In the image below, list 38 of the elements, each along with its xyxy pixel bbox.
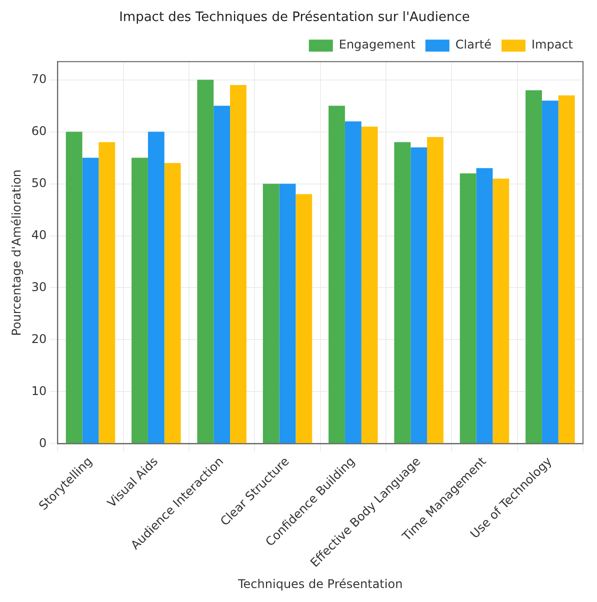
bar — [558, 95, 575, 444]
y-tick-label: 60 — [31, 124, 47, 138]
legend-label: Clarté — [455, 38, 492, 52]
bar — [410, 147, 428, 444]
y-tick-label: 50 — [31, 176, 47, 190]
y-tick-label: 10 — [31, 384, 47, 398]
bar — [132, 158, 148, 444]
bar — [279, 184, 296, 444]
x-axis-title: Techniques de Présentation — [237, 576, 403, 591]
y-axis-title: Pourcentage d'Amélioration — [9, 169, 24, 336]
bar — [344, 121, 362, 444]
bar — [82, 158, 99, 444]
bar — [460, 173, 476, 444]
bar — [98, 142, 116, 444]
legend-label: Impact — [532, 38, 574, 52]
bar — [394, 142, 411, 444]
y-tick-label: 40 — [31, 228, 47, 242]
bar — [164, 162, 181, 444]
bar — [148, 132, 164, 444]
bar — [230, 84, 246, 444]
bar — [427, 136, 444, 444]
legend-label: Engagement — [338, 38, 416, 52]
bar — [492, 178, 510, 444]
bar — [526, 90, 542, 444]
bar — [66, 132, 82, 444]
bar — [296, 194, 312, 444]
y-tick-label: 20 — [31, 332, 47, 346]
bar — [328, 106, 345, 444]
y-tick-label: 30 — [31, 280, 47, 294]
bar — [214, 106, 230, 444]
bar — [361, 126, 378, 444]
chart-title: Impact des Techniques de Présentation sur l'Audience — [119, 10, 470, 26]
y-tick-label: 70 — [31, 72, 47, 86]
bar — [262, 184, 280, 444]
bar — [542, 100, 558, 444]
bar — [197, 80, 214, 444]
y-tick-label: 0 — [39, 436, 47, 450]
bar — [476, 168, 493, 444]
